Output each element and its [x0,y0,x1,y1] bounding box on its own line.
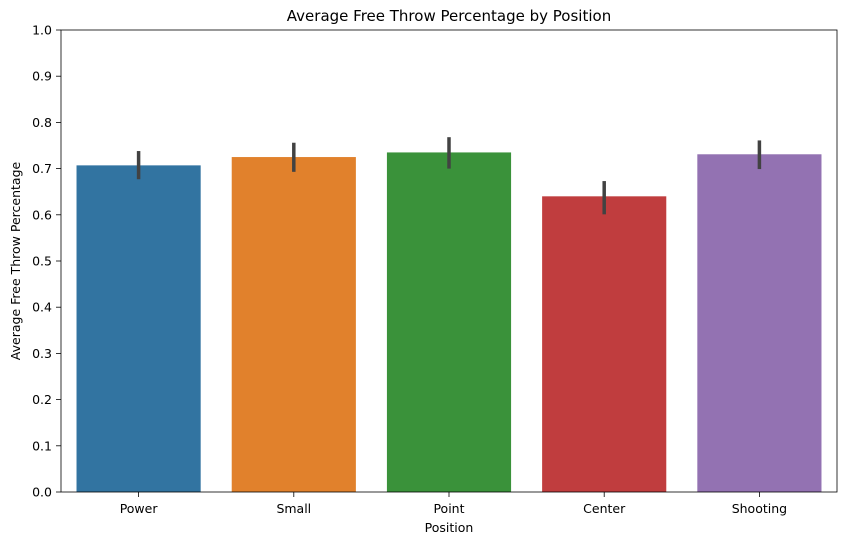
chart-title: Average Free Throw Percentage by Positio… [287,7,611,25]
x-tick-label: Small [276,501,311,516]
y-tick-label: 1.0 [32,23,52,38]
plot-frame [60,29,838,493]
bar-shooting [697,154,822,492]
y-tick-label: 0.8 [32,115,52,130]
y-tick-label: 0.2 [32,392,52,407]
x-tick-label: Point [433,501,464,516]
y-tick-label: 0.4 [32,300,52,315]
bar-center [542,196,667,492]
y-tick-label: 0.9 [32,69,52,84]
y-axis: 0.0 0.1 0.2 0.3 0.4 0.5 0.6 0.7 0.8 0.9 1.0 [32,23,61,500]
error-bars-group [136,137,762,215]
bar-small [231,157,356,493]
x-axis-label: Position [425,520,474,535]
y-tick-label: 0.6 [32,207,52,222]
y-tick-label: 0.7 [32,161,52,176]
x-tick-label: Power [120,501,159,516]
y-tick-label: 0.3 [32,346,52,361]
bar-power [76,165,201,492]
x-tick-label: Shooting [732,501,787,516]
y-tick-label: 0.1 [32,438,52,453]
y-axis-label: Average Free Throw Percentage [8,161,23,360]
y-tick-label: 0.0 [32,485,52,500]
bar-point [386,152,512,492]
x-axis: Power Small Point Center Shooting [120,492,787,516]
x-tick-label: Center [583,501,626,516]
y-tick-label: 0.5 [32,254,52,269]
bars-group [76,152,822,493]
